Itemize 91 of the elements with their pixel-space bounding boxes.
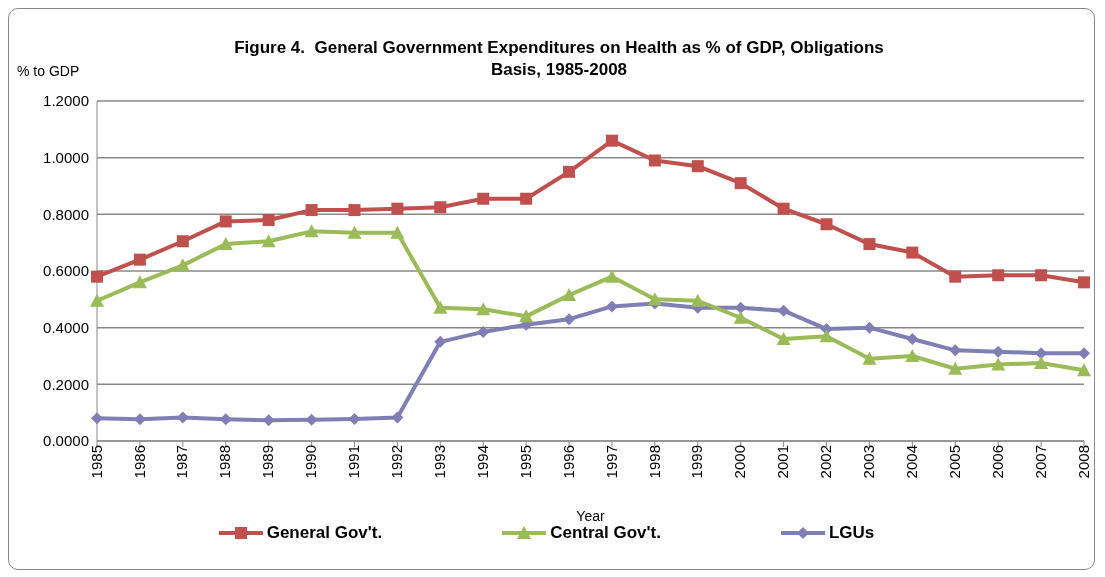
point [348,204,361,217]
point [1035,269,1048,282]
point [992,269,1005,282]
point [605,134,618,147]
x-tick-label: 2002 [817,445,835,479]
x-tick-label: 1993 [430,445,448,479]
point [262,214,275,226]
point [648,154,661,167]
x-tick-label: 1988 [216,445,234,479]
x-tick-label: 1994 [473,445,491,479]
y-tick-label: 0.4000 [43,318,89,336]
point [176,235,189,248]
point [905,349,920,362]
x-tick-label: 1989 [259,445,277,479]
point [519,309,534,323]
y-tick-label: 0.2000 [43,375,89,393]
point [906,333,919,345]
point [91,412,103,425]
point [434,335,447,348]
y-tick-label: 0.0000 [43,432,89,450]
point [390,225,405,239]
point [776,332,791,345]
point [434,201,447,214]
x-tick-label: 1996 [559,445,577,479]
point [218,237,233,251]
x-tick-label: 1990 [302,445,320,479]
legend-label: Central Gov't. [550,523,661,543]
point [90,293,104,307]
point [433,300,448,314]
point [261,234,276,248]
y-tick-label: 1.0000 [43,148,89,166]
point [476,302,491,316]
point [949,270,962,283]
point [605,300,618,313]
point [820,218,833,231]
point [175,258,190,272]
point [647,292,662,306]
point [777,202,790,215]
x-tick-label: 1999 [688,445,706,479]
x-tick-label: 1992 [388,445,406,479]
x-tick-label: 1985 [87,445,105,479]
x-tick-label: 1997 [602,445,620,479]
x-tick-label: 2008 [1074,445,1092,479]
x-axis-title: Year [576,508,605,524]
y-tick-label: 0.8000 [43,205,89,223]
point [819,329,834,343]
point [691,160,704,173]
y-tick-label: 0.6000 [43,262,89,280]
point [477,192,490,205]
point [690,293,705,307]
x-tick-label: 2001 [774,445,792,479]
x-tick-label: 1987 [173,445,191,479]
point [906,246,919,259]
point [91,270,103,283]
x-tick-label: 1995 [516,445,534,479]
point [347,225,362,239]
point [562,288,577,302]
y-axis-title: % to GDP [17,63,80,79]
point [991,357,1006,371]
point [563,165,576,178]
point [1077,363,1091,377]
point [305,204,318,217]
x-tick-label: 2007 [1031,445,1049,479]
x-tick-label: 1991 [345,445,363,479]
point [1034,356,1049,370]
x-tick-label: 1998 [645,445,663,479]
point [1078,276,1090,289]
point [948,361,963,375]
chart-title: Figure 4. General Government Expenditures on Health as % of GDP, Obligations Basis, 1985-2008 [233,37,885,81]
legend-label: LGUs [828,523,875,543]
x-tick-label: 2000 [731,445,749,479]
legend-label: General Gov't. [266,523,383,543]
point [219,215,232,228]
x-tick-label: 2006 [988,445,1006,479]
point [304,224,319,238]
point [132,275,147,289]
point [563,313,576,326]
point [863,238,876,251]
point [734,177,747,190]
point [733,310,748,324]
point [520,192,533,205]
x-tick-label: 1986 [130,445,148,479]
point [862,351,877,365]
x-tick-label: 2003 [860,445,878,479]
point [604,269,619,283]
x-tick-label: 2004 [903,445,920,479]
point [391,202,404,215]
point [133,253,146,266]
x-tick-label: 2005 [945,445,963,479]
point [1078,347,1090,360]
y-tick-label: 1.2000 [43,92,89,110]
